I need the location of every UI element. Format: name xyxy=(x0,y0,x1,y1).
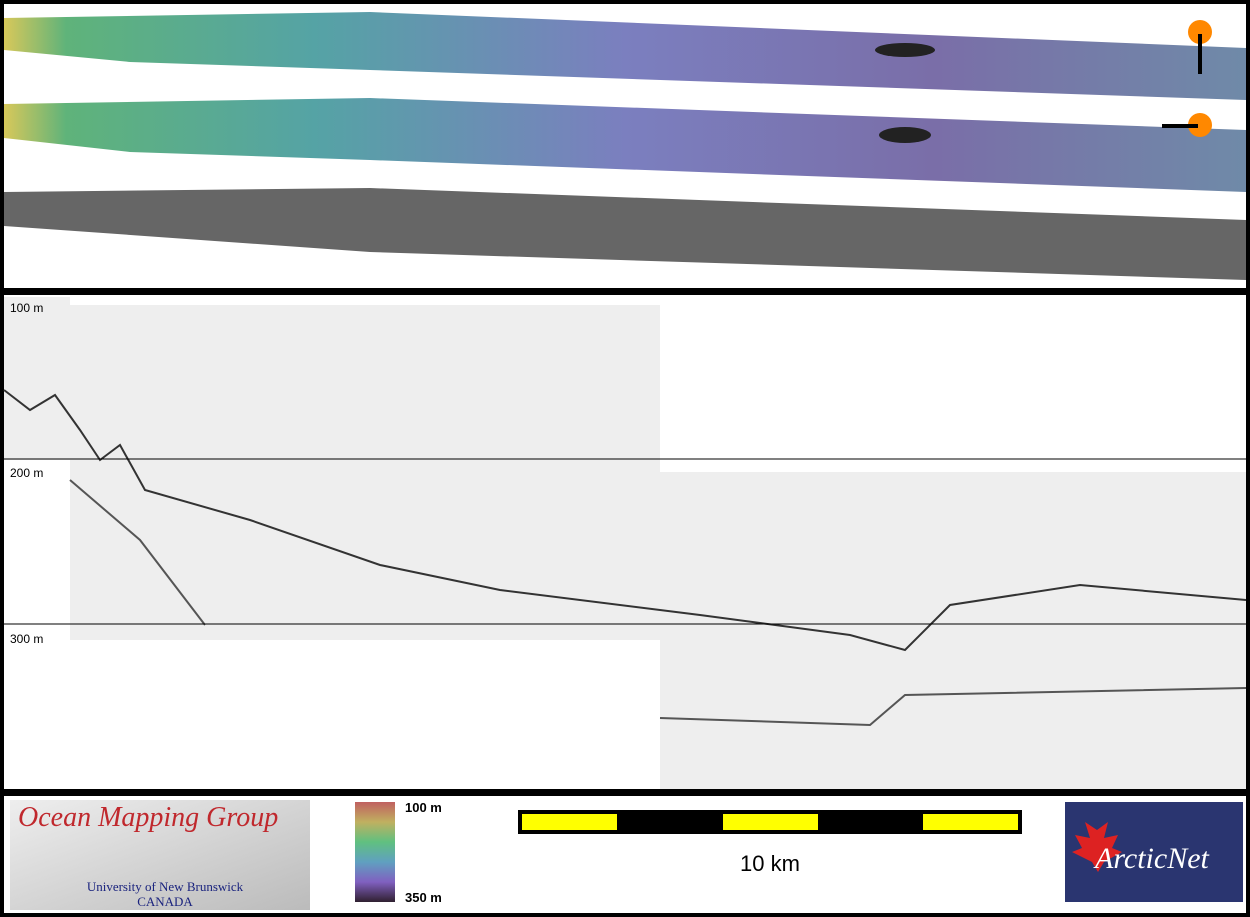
omg-title: Ocean Mapping Group xyxy=(18,802,278,833)
omg-line: University of New Brunswick xyxy=(87,879,244,894)
sun-icon xyxy=(1188,113,1212,137)
omg-logo xyxy=(10,800,310,910)
bathymetry-swath-2 xyxy=(4,98,1246,192)
feature xyxy=(875,43,935,57)
colorbar xyxy=(355,802,395,902)
depth-label: 200 m xyxy=(10,466,43,480)
maple-leaf xyxy=(1072,822,1122,872)
depth-label: 100 m xyxy=(10,301,43,315)
profile-data xyxy=(4,297,70,460)
arcticnet-text: ArcticNet xyxy=(1093,842,1210,875)
seafloor xyxy=(3,389,1247,652)
scale-segment xyxy=(923,814,1018,830)
colorbar-label: 350 m xyxy=(405,890,442,905)
sun-icon xyxy=(1188,20,1212,44)
reflector xyxy=(69,479,206,626)
bathymetry-swath-1 xyxy=(4,12,1246,100)
profile-data xyxy=(660,472,1246,789)
scale-segment xyxy=(522,814,617,830)
colorbar-label: 100 m xyxy=(405,800,442,815)
scale-segment xyxy=(723,814,818,830)
omg-line: CANADA xyxy=(137,894,193,909)
scale-label: 10 km xyxy=(740,851,800,876)
feature xyxy=(879,127,931,143)
backscatter-swath xyxy=(4,188,1246,280)
profile-data xyxy=(70,305,660,640)
depth-label: 300 m xyxy=(10,632,43,646)
reflector xyxy=(659,687,1247,727)
